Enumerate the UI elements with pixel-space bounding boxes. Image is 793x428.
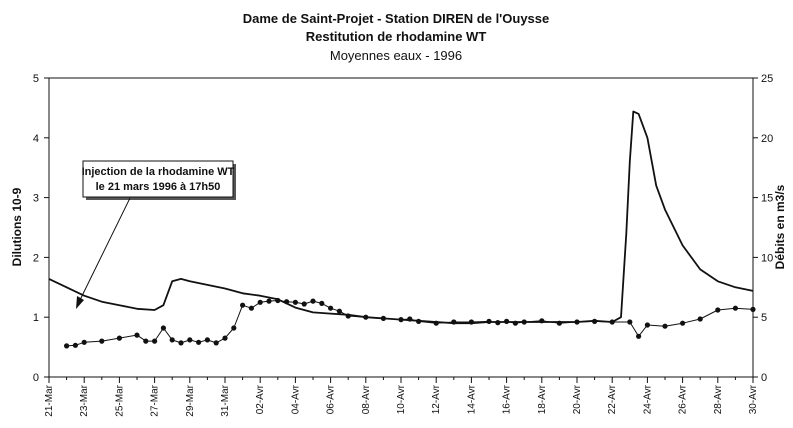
injection-annotation: Injection de la rhodamine WT le 21 mars … [76, 160, 236, 309]
dilution-data-point [292, 299, 298, 305]
series-layer [48, 110, 756, 349]
x-tick-label: 22-Avr [607, 384, 618, 414]
x-tick-label: 26-Avr [678, 384, 689, 414]
x-axis-ticks: 21-Mar 23-Mar 25-Mar 27-Mar 29-Mar 31-Mar 02-A… [44, 377, 759, 417]
right-tick-label: 0 [761, 372, 767, 384]
x-tick-label: 24-Avr [642, 384, 653, 414]
x-tick-label: 14-Avr [466, 384, 477, 414]
annotation-line-1: Injection de la rhodamine WT [82, 166, 235, 178]
dilution-data-point [732, 305, 739, 311]
dilution-data-point [152, 338, 158, 344]
right-tick-label: 25 [761, 73, 773, 85]
dilution-data-point [116, 335, 122, 341]
left-axis-ticks: 0 1 2 3 4 5 [33, 73, 49, 384]
dilution-data-point [328, 305, 334, 311]
dilution-data-point [715, 307, 721, 313]
x-tick-label: 20-Avr [572, 384, 583, 414]
x-tick-label: 06-Avr [326, 384, 337, 414]
dilution-data-point [662, 323, 668, 329]
x-tick-label: 27-Mar [150, 384, 161, 416]
x-tick-label: 12-Avr [431, 384, 442, 414]
dilution-data-point [99, 338, 105, 344]
left-tick-label: 2 [33, 252, 39, 264]
dilution-data-point [178, 340, 184, 346]
dilution-data-point [319, 300, 325, 306]
dilution-data-point [248, 305, 254, 311]
dilution-data-point [231, 325, 237, 331]
x-tick-label: 08-Avr [361, 384, 372, 414]
dilution-data-point [213, 340, 219, 346]
dilution-data-point [644, 322, 651, 328]
dilution-data-point [266, 298, 272, 304]
x-tick-label: 28-Avr [713, 384, 724, 414]
chart-title-line-2: Restitution de rhodamine WT [306, 29, 487, 44]
x-tick-label: 25-Mar [114, 384, 125, 416]
x-tick-label: 10-Avr [396, 384, 407, 414]
dilution-data-point [134, 332, 140, 338]
right-tick-label: 20 [761, 133, 773, 145]
x-tick-label: 31-Mar [220, 384, 231, 416]
dilution-data-point [310, 298, 316, 304]
right-tick-label: 5 [761, 312, 767, 324]
chart-titles: Dame de Saint-Projet - Station DIREN de … [243, 11, 550, 63]
plot-frame [48, 77, 754, 378]
left-tick-label: 0 [33, 372, 39, 384]
left-tick-label: 4 [33, 133, 39, 145]
dilution-data-point [750, 306, 756, 312]
right-axis-title: Débits en m3/s [773, 184, 787, 269]
annotation-arrow-line [79, 197, 131, 301]
left-tick-label: 3 [33, 193, 39, 205]
chart-subtitle: Moyennes eaux - 1996 [330, 48, 462, 63]
dilution-data-point [64, 343, 70, 349]
x-tick-label: 21-Mar [44, 384, 55, 416]
x-tick-label: 02-Avr [255, 384, 266, 414]
chart-title-line-1: Dame de Saint-Projet - Station DIREN de … [243, 11, 550, 26]
dilution-data-point [240, 302, 246, 308]
dilution-data-point [72, 342, 78, 348]
dilution-data-point [169, 337, 175, 343]
dilution-data-point [627, 319, 633, 325]
discharge-series-line [48, 110, 754, 325]
dilution-data-point [336, 308, 342, 314]
right-tick-label: 10 [761, 252, 773, 264]
dilution-data-point [257, 299, 263, 305]
x-tick-label: 29-Mar [185, 384, 196, 416]
dilution-series-line [66, 300, 754, 347]
dilution-data-point [204, 337, 210, 343]
right-axis-ticks: 0 5 10 15 20 25 [753, 73, 773, 384]
left-tick-label: 1 [33, 312, 39, 324]
dilution-data-point [143, 338, 149, 344]
left-axis-title: Dilutions 10-9 [10, 187, 24, 266]
annotation-line-2: le 21 mars 1996 à 17h50 [96, 181, 221, 193]
dilution-data-point [160, 325, 166, 331]
x-tick-label: 30-Avr [748, 384, 759, 414]
annotation-arrow-head [76, 296, 84, 309]
dilution-data-point [680, 320, 686, 326]
dilution-data-point [196, 339, 202, 345]
dilution-data-point [301, 301, 307, 307]
x-tick-label: 04-Avr [290, 384, 301, 414]
dilution-data-point [697, 316, 703, 322]
right-tick-label: 15 [761, 193, 773, 205]
x-tick-label: 16-Avr [502, 384, 513, 414]
dilution-data-point [187, 337, 193, 343]
annotation-box [82, 160, 234, 198]
dilution-data-point [222, 335, 228, 341]
x-tick-label: 18-Avr [537, 384, 548, 414]
dilution-data-point [636, 333, 642, 339]
dilution-data-point [81, 339, 87, 345]
x-tick-label: 23-Mar [79, 384, 90, 416]
left-tick-label: 5 [33, 73, 39, 85]
